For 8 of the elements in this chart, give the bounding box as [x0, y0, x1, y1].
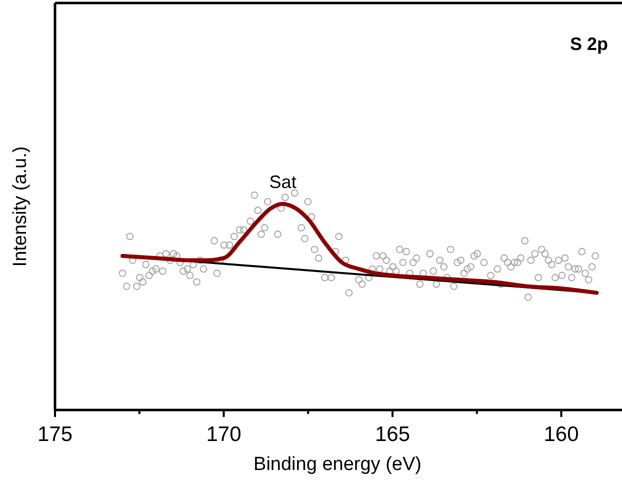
text: S 2p [570, 34, 608, 54]
x-tick-label: 170 [206, 423, 242, 446]
x-axis-title: Binding energy (eV) [254, 454, 422, 475]
y-axis-title: Intensity (a.u.) [10, 146, 31, 267]
x-tick-label: 160 [544, 423, 579, 446]
annotation: Sat [269, 172, 296, 192]
x-tick-label: 175 [37, 423, 73, 446]
x-tick-label: 165 [374, 423, 410, 446]
